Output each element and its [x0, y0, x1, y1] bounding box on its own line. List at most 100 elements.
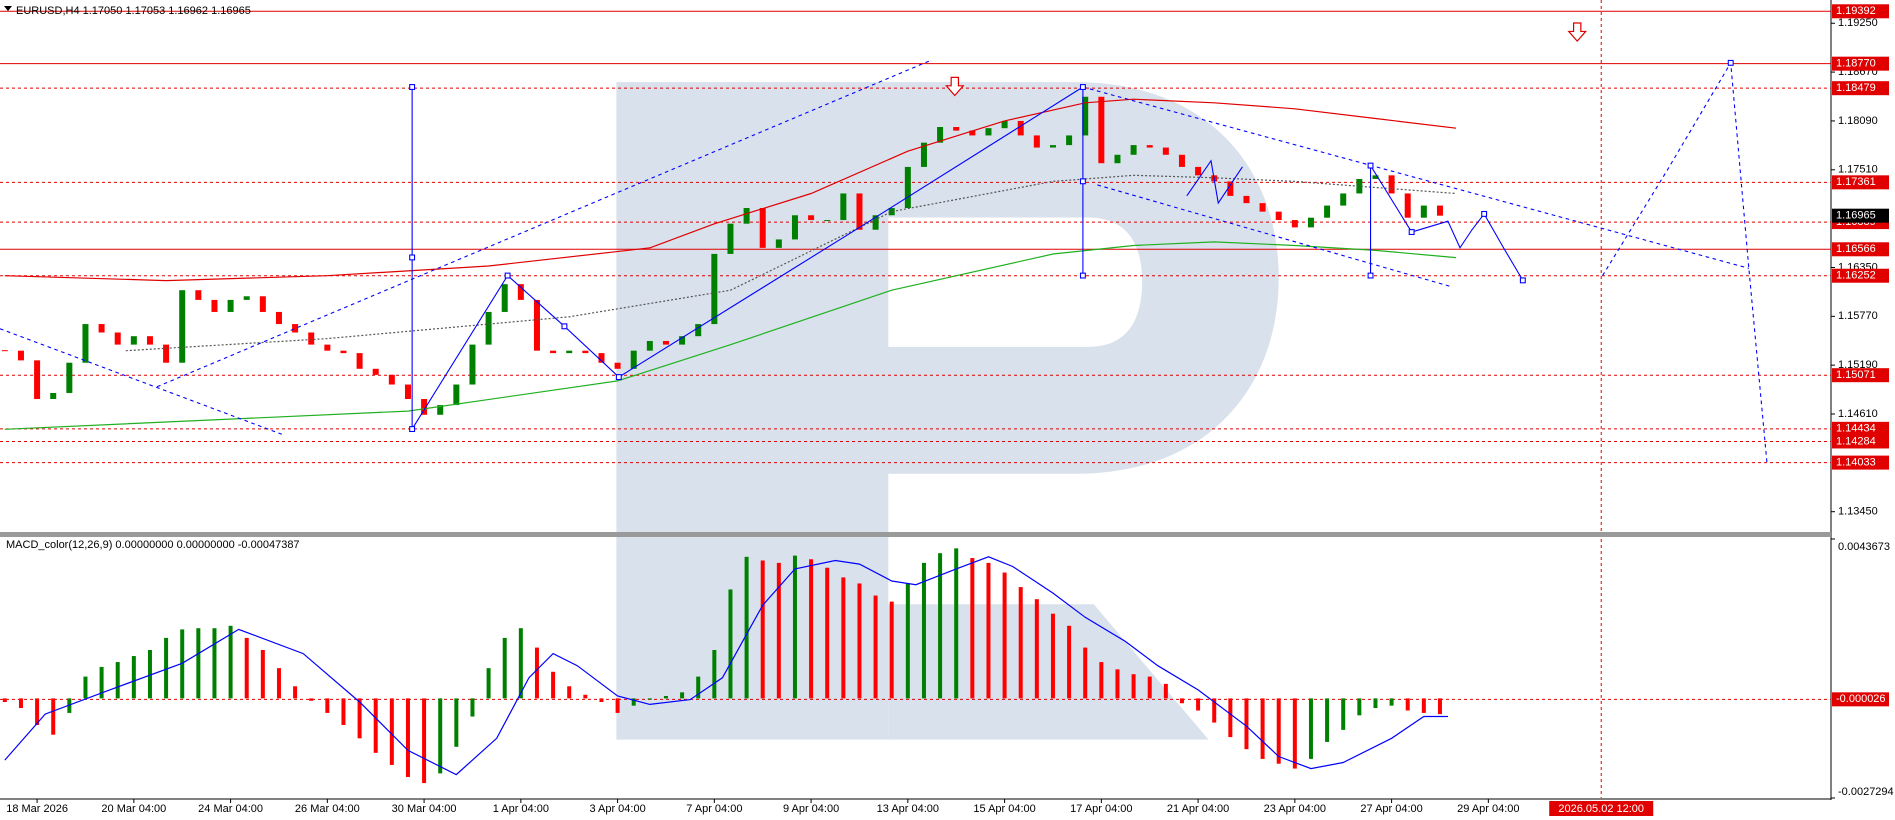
candle: [1098, 96, 1105, 164]
candle: [469, 344, 476, 385]
x-tick-label: 29 Apr 04:00: [1457, 803, 1519, 815]
macd-bar: [1421, 698, 1426, 713]
macd-bar: [1389, 698, 1394, 706]
anchor-points: [409, 59, 1734, 433]
macd-bar: [405, 698, 410, 778]
macd-bar: [244, 637, 249, 699]
candle: [421, 399, 428, 415]
header-icon: [4, 6, 12, 11]
macd-bar: [35, 698, 40, 725]
indicator-line: [4, 556, 1448, 776]
logo-leg: [888, 604, 1209, 740]
macd-bar: [825, 567, 830, 699]
macd-bar: [1002, 572, 1007, 699]
candle: [1307, 217, 1314, 228]
macd-bar: [1373, 698, 1378, 709]
x-tick-label: 18 Mar 2026: [6, 803, 68, 815]
candle: [598, 353, 605, 363]
candle: [1162, 147, 1169, 155]
macd-bar: [1163, 683, 1168, 699]
x-tick-label: 13 Apr 04:00: [877, 803, 939, 815]
candle: [550, 350, 557, 354]
y-tick-label: 1.19250: [1838, 17, 1878, 29]
candle: [1243, 195, 1250, 204]
x-tick-label: 23 Apr 04:00: [1264, 803, 1326, 815]
level-label-box: [1832, 455, 1889, 470]
cursor-label: 2026.05.02 12:00: [1558, 803, 1644, 815]
macd-bar: [567, 686, 572, 699]
y-tick-label: 1.14610: [1838, 408, 1878, 420]
candle: [485, 311, 492, 345]
indicator-header: MACD_color(12,26,9) 0.00000000 0.0000000…: [6, 539, 300, 551]
candle: [953, 126, 960, 131]
candle: [1436, 205, 1443, 216]
down-arrow: [1567, 22, 1588, 43]
candle: [1178, 154, 1185, 167]
macd-bar: [115, 662, 120, 699]
macd-bar: [1308, 698, 1313, 759]
anchor: [409, 426, 416, 433]
candle: [840, 193, 847, 221]
macd-bar: [1034, 599, 1039, 699]
level-label: -0.000026: [1836, 693, 1886, 705]
indicator-line: [4, 98, 1457, 282]
macd-bar: [2, 698, 7, 703]
candle: [404, 384, 411, 400]
macd-bar: [1018, 587, 1023, 699]
level-label-box: [1832, 242, 1889, 257]
candle: [662, 340, 669, 345]
macd-bar: [260, 649, 265, 699]
level-label-box: [1832, 421, 1889, 436]
y-tick-label: 1.17510: [1838, 164, 1878, 176]
analysis-drawings: [0, 59, 1768, 463]
macd-bar: [212, 628, 217, 699]
candle: [1130, 145, 1137, 155]
y-tick-label: 1.18090: [1838, 115, 1878, 127]
macd-bar: [1067, 625, 1072, 699]
candle: [1420, 205, 1427, 218]
macd-bar: [196, 628, 201, 699]
candle: [517, 284, 524, 300]
candle: [211, 299, 218, 312]
candle: [630, 350, 637, 369]
level-label: 1.14033: [1836, 457, 1876, 469]
anchor: [1079, 84, 1086, 90]
candle: [275, 311, 282, 325]
macd-bar: [938, 553, 943, 699]
macd-bar: [857, 583, 862, 699]
level-label-box: [1832, 4, 1889, 19]
macd-bar: [309, 698, 314, 701]
level-label-box: [1832, 175, 1889, 190]
candle: [372, 368, 379, 375]
cursor-label-box: [1549, 801, 1654, 816]
trend-line: [1082, 86, 1749, 269]
candle: [1033, 135, 1040, 148]
candle: [114, 332, 121, 345]
signal-arrows: [945, 22, 1588, 97]
macd-bar: [841, 577, 846, 699]
level-label: 1.18479: [1836, 82, 1876, 94]
candle: [453, 384, 460, 406]
macd-bar: [1260, 698, 1265, 759]
x-tick-label: 26 Mar 04:00: [295, 803, 360, 815]
macd-bar: [1196, 698, 1201, 711]
candle: [1388, 175, 1395, 194]
macd-bar: [486, 668, 491, 699]
candle: [533, 299, 540, 351]
macd-bar: [696, 676, 701, 699]
macd-bar: [518, 628, 523, 699]
candle: [1066, 135, 1073, 146]
anchor: [1079, 178, 1086, 185]
macd-bar: [357, 698, 362, 739]
level-label-box: [1832, 434, 1889, 449]
level-label-box: [1832, 268, 1889, 283]
macd-bar: [1244, 698, 1249, 750]
macd-bar: [583, 694, 588, 699]
candle: [259, 296, 266, 312]
candle: [1001, 120, 1008, 129]
macd-bar: [1228, 698, 1233, 738]
price-label-box: [1832, 208, 1889, 223]
macd-bar: [454, 698, 459, 747]
candle: [727, 223, 734, 254]
